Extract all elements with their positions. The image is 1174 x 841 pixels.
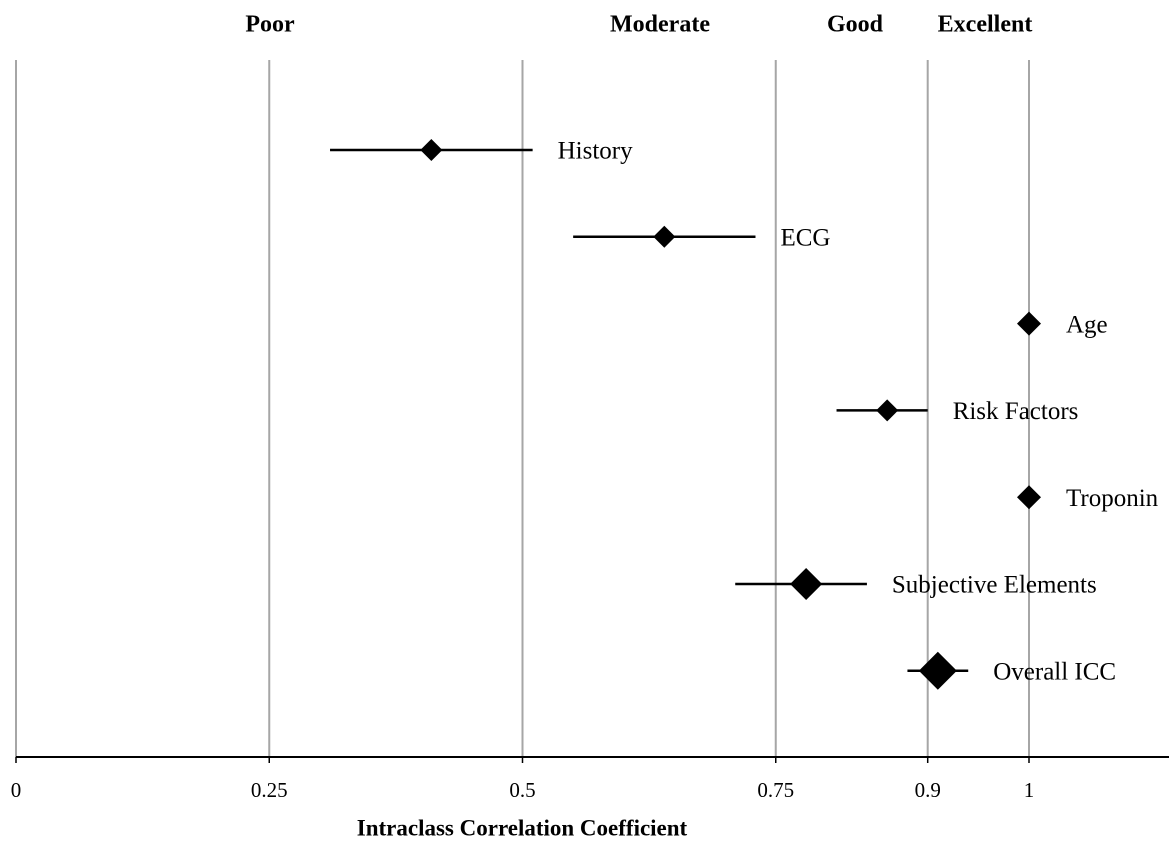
- point-diamond: [1017, 485, 1041, 510]
- x-tick-label: 0.25: [251, 778, 288, 802]
- zone-label: Moderate: [610, 12, 710, 38]
- point-diamond: [790, 568, 823, 600]
- x-axis-label: Intraclass Correlation Coefficient: [357, 815, 688, 840]
- point-diamond: [1017, 311, 1041, 336]
- zone-label: Good: [827, 12, 884, 38]
- zone-label: Poor: [245, 12, 295, 38]
- category-label: Subjective Elements: [892, 572, 1097, 599]
- x-tick-label: 0.5: [509, 778, 535, 802]
- point-diamond: [420, 139, 443, 161]
- point-diamond: [918, 651, 957, 690]
- point-diamond: [653, 225, 676, 248]
- category-label: Age: [1066, 311, 1108, 338]
- category-label: Risk Factors: [953, 398, 1079, 425]
- category-label: Overall ICC: [993, 659, 1116, 686]
- category-label: Troponin: [1066, 485, 1159, 512]
- x-tick-label: 0.75: [757, 778, 794, 802]
- x-tick-label: 0.9: [915, 778, 941, 802]
- zone-label: Excellent: [938, 12, 1033, 38]
- x-tick-label: 1: [1024, 778, 1035, 802]
- point-diamond: [876, 399, 899, 422]
- x-tick-label: 0: [11, 778, 22, 802]
- category-label: History: [558, 138, 634, 165]
- category-label: ECG: [780, 225, 830, 252]
